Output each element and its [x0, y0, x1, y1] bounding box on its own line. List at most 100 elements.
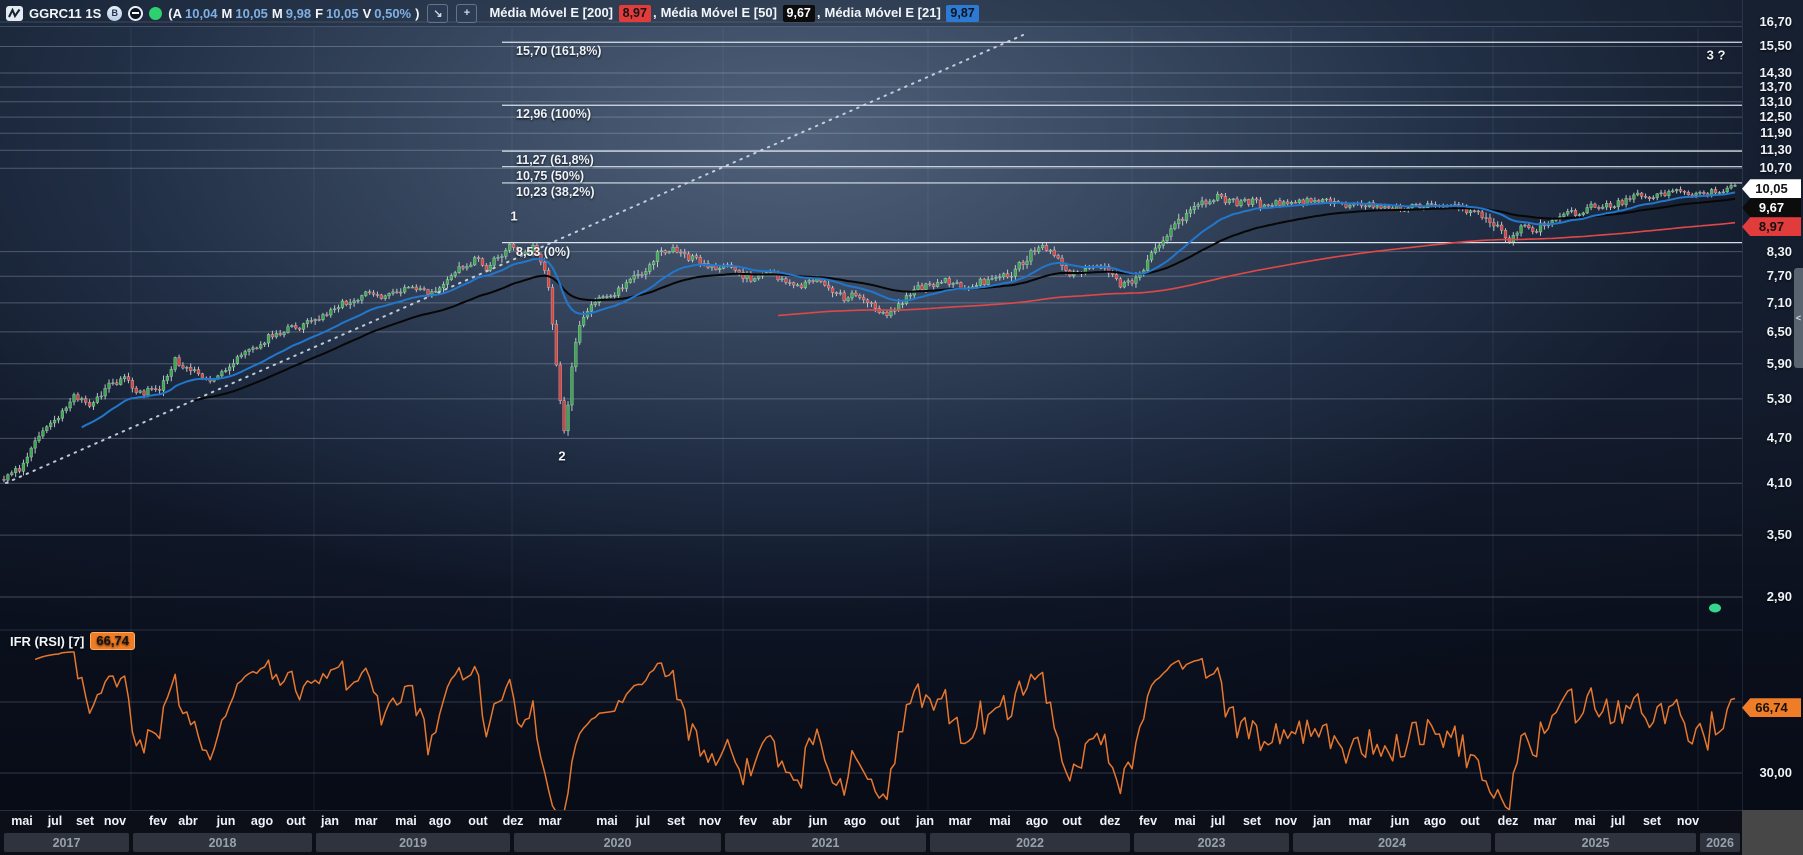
- price-tick-label: 15,50: [1759, 38, 1792, 54]
- price-tick-label: 8,30: [1766, 243, 1792, 259]
- add-indicator-button[interactable]: +: [456, 3, 478, 23]
- time-axis-year: 2025: [1495, 833, 1696, 852]
- time-axis-month: mai: [596, 814, 618, 828]
- time-axis-year: 2018: [133, 833, 312, 852]
- rsi-label: IFR (RSI) [7]: [10, 633, 85, 649]
- time-axis-month: jan: [1312, 814, 1332, 828]
- elliott-wave-label: 3 ?: [1706, 47, 1726, 63]
- quote-display: (A 10,04 M 10,05 M 9,98 F 10,05 V 0,50%): [168, 6, 419, 21]
- price-badge: 9,67: [1742, 198, 1801, 218]
- ma-indicator-label[interactable]: Média Móvel E [50]: [660, 4, 781, 20]
- time-axis-month: mai: [395, 814, 417, 828]
- legend-separator: ,: [652, 4, 657, 20]
- time-axis-month: jun: [808, 814, 828, 828]
- quote-field-value: 9,98: [285, 5, 312, 21]
- time-axis-month: mar: [1348, 814, 1372, 828]
- fib-level-label: 10,75 (50%): [516, 168, 585, 183]
- price-tick-label: 10,70: [1759, 160, 1792, 176]
- time-axis-month: dez: [1497, 814, 1519, 828]
- ma-indicator-label[interactable]: Média Móvel E [200]: [489, 4, 617, 20]
- price-tick-label: 4,10: [1766, 475, 1792, 491]
- indicator-legend: Média Móvel E [200] 8,97, Média Móvel E […: [489, 4, 980, 22]
- legend-separator: ,: [816, 4, 821, 20]
- time-axis-month: mai: [11, 814, 33, 828]
- rsi-tick-label: 30,00: [1759, 765, 1792, 780]
- time-axis-month: nov: [1274, 814, 1298, 828]
- price-badge: 10,05: [1742, 179, 1801, 199]
- time-axis-month: dez: [1099, 814, 1121, 828]
- price-tick-label: 12,50: [1759, 109, 1792, 125]
- time-axis-month: jun: [1390, 814, 1410, 828]
- time-axis-month: set: [75, 814, 95, 828]
- price-axis-separator: [1742, 0, 1743, 810]
- rsi-axis-badge: 66,74: [1742, 698, 1801, 718]
- ma-value-badge: 8,97: [618, 4, 651, 22]
- time-axis[interactable]: mai jul set nov fev abr jun ago out jan mar mai ago o…: [0, 810, 1742, 855]
- rsi-indicator-header[interactable]: IFR (RSI) [7] 66,74: [10, 632, 135, 650]
- minus-circle-icon[interactable]: [128, 5, 144, 21]
- quote-close-paren: ): [415, 5, 420, 21]
- time-axis-month: dez: [502, 814, 524, 828]
- price-badge: 8,97: [1742, 217, 1801, 237]
- time-axis-month: set: [1642, 814, 1662, 828]
- quote-field-value: 10,05: [235, 5, 268, 21]
- time-axis-month: mar: [354, 814, 378, 828]
- fib-level-label: 12,96 (100%): [516, 107, 592, 122]
- price-tick-label: 14,30: [1759, 64, 1792, 80]
- ma-value-badge: 9,87: [946, 4, 979, 22]
- price-tick-label: 5,90: [1766, 355, 1792, 371]
- price-tick-label: 11,90: [1760, 125, 1792, 141]
- time-axis-year: 2021: [725, 833, 926, 852]
- time-axis-month: nov: [1676, 814, 1700, 828]
- time-axis-year: 2024: [1293, 833, 1491, 852]
- time-axis-year: 2020: [514, 833, 721, 852]
- time-axis-month: fev: [148, 814, 168, 828]
- time-axis-month: out: [1062, 814, 1082, 828]
- fib-level-label: 11,27 (61,8%): [516, 153, 594, 168]
- time-axis-month: jan: [320, 814, 340, 828]
- price-tick-label: 6,50: [1766, 323, 1792, 339]
- time-axis-month: set: [666, 814, 686, 828]
- time-axis-month: ago: [428, 814, 452, 828]
- ma-value-badge: 9,67: [782, 4, 815, 22]
- time-axis-month: jan: [915, 814, 935, 828]
- fib-level-label: 10,23 (38,2%): [516, 184, 595, 199]
- quote-field-value: 10,04: [184, 5, 218, 21]
- time-axis-month: fev: [738, 814, 758, 828]
- quote-field-label: F: [315, 5, 324, 21]
- price-tick-label: 3,50: [1766, 527, 1792, 543]
- time-axis-month: out: [880, 814, 900, 828]
- time-axis-month: nov: [103, 814, 127, 828]
- elliott-wave-label: 1: [510, 208, 518, 224]
- time-axis-month: ago: [843, 814, 867, 828]
- time-axis-month: out: [286, 814, 306, 828]
- fib-level-label: 8,53 (0%): [516, 244, 571, 259]
- time-axis-month: ago: [1025, 814, 1049, 828]
- toolbar: GGRC11 1S B (A 10,04 M 10,05 M 9,98 F 10,05 V 0,5…: [0, 0, 1742, 27]
- price-tick-label: 4,70: [1766, 430, 1792, 446]
- time-axis-month: mar: [1533, 814, 1557, 828]
- price-tick-label: 13,10: [1759, 93, 1792, 109]
- time-axis-year: 2023: [1134, 833, 1289, 852]
- time-axis-month: mai: [989, 814, 1011, 828]
- time-axis-month: jul: [47, 814, 63, 828]
- price-tick-label: 7,70: [1766, 268, 1792, 284]
- time-axis-month: fev: [1138, 814, 1158, 828]
- panel-collapse-tab[interactable]: <: [1794, 268, 1803, 368]
- time-axis-month: mai: [1574, 814, 1596, 828]
- quote-field-label: V: [362, 5, 372, 21]
- time-axis-month: mai: [1174, 814, 1196, 828]
- price-tick-label: 13,70: [1759, 79, 1792, 95]
- time-axis-month: out: [1460, 814, 1480, 828]
- time-axis-month: jul: [635, 814, 651, 828]
- exchange-icon: B: [107, 5, 123, 21]
- ma-indicator-label[interactable]: Média Móvel E [21]: [824, 4, 945, 20]
- time-axis-month: abr: [178, 814, 198, 828]
- symbol-title[interactable]: GGRC11 1S: [29, 5, 102, 21]
- time-axis-month: mar: [538, 814, 562, 828]
- time-axis-year: 2019: [316, 833, 510, 852]
- app-logo-icon: [6, 5, 23, 21]
- scale-tool-button[interactable]: ↘: [427, 3, 449, 23]
